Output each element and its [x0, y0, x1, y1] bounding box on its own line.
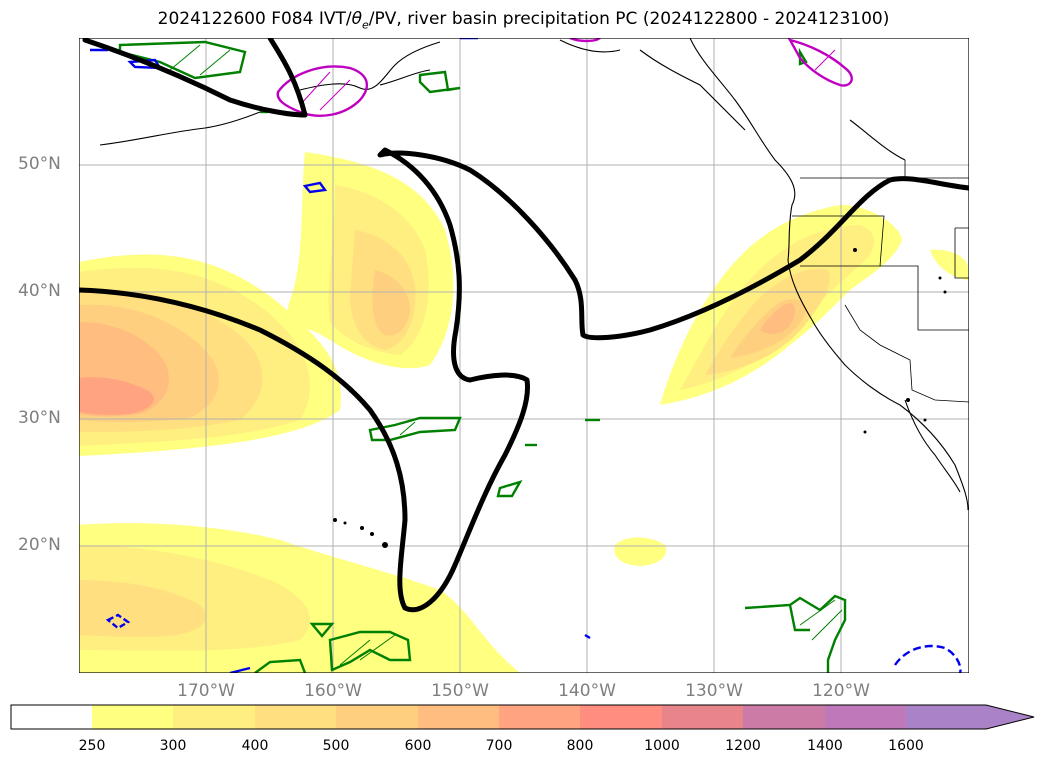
colorbar-segment — [11, 705, 92, 729]
lon-label-150w: 150°W — [431, 681, 489, 701]
colorbar-segment — [743, 705, 825, 729]
ivt-shading-north-arm — [287, 152, 454, 369]
colorbar-segment — [662, 705, 743, 729]
gridlines — [79, 38, 969, 673]
lon-label-120w: 120°W — [812, 681, 870, 701]
colorbar-tick-label: 800 — [566, 738, 594, 754]
colorbar-tick-label: 300 — [159, 738, 187, 754]
colorbar-tick-label: 500 — [322, 738, 350, 754]
colorbar-outline — [10, 704, 1035, 730]
colorbar-tick-label: 400 — [241, 738, 269, 754]
lat-label-50n: 50°N — [18, 154, 61, 174]
ivt-shading-west-band — [79, 254, 341, 456]
colorbar-tick-label: 1000 — [644, 738, 680, 754]
ivt-shading-south-band — [79, 523, 520, 673]
lon-label-130w: 130°W — [685, 681, 743, 701]
islands — [333, 248, 947, 548]
map-area — [79, 38, 969, 673]
lat-label-20n: 20°N — [18, 535, 61, 555]
colorbar-segment — [92, 705, 173, 729]
lon-label-160w: 160°W — [304, 681, 362, 701]
pv-hatching — [169, 44, 843, 666]
colorbar-tick-label: 1400 — [807, 738, 843, 754]
colorbar-tick-label: 600 — [404, 738, 432, 754]
colorbar-segment — [499, 705, 580, 729]
colorbar-segment — [580, 705, 662, 729]
lon-label-140w: 140°W — [558, 681, 616, 701]
colorbar-segment — [418, 705, 499, 729]
colorbar-tick-label: 1600 — [888, 738, 924, 754]
colorbar-segment — [825, 705, 906, 729]
colorbar-segment — [173, 705, 255, 729]
lon-label-170w: 170°W — [177, 681, 235, 701]
lat-label-30n: 30°N — [18, 408, 61, 428]
map-title: 2024122600 F084 IVT/θe/PV, river basin p… — [157, 9, 890, 32]
political-boundaries — [792, 160, 969, 403]
colorbar-tick-label: 250 — [78, 738, 106, 754]
colorbar-tick-label: 700 — [485, 738, 513, 754]
colorbar-extension-arrow — [906, 705, 1034, 729]
colorbar — [10, 704, 1035, 730]
colorbar-tick-label: 1200 — [725, 738, 761, 754]
pv-2-contour — [79, 38, 969, 613]
theta-e-hatching — [299, 49, 836, 111]
colorbar-segment — [336, 705, 418, 729]
coastlines — [99, 38, 969, 511]
theta-e-contours — [276, 38, 853, 117]
colorbar-segment — [255, 705, 336, 729]
lat-label-40n: 40°N — [18, 281, 61, 301]
